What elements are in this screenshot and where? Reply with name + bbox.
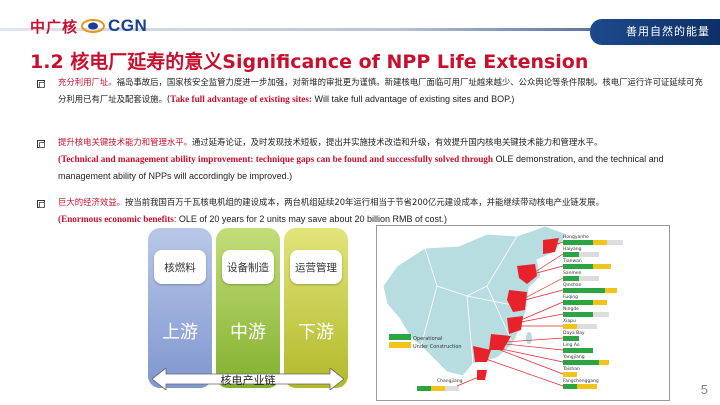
- bullet-highlight: 巨大的经济效益。: [58, 197, 125, 207]
- bullet-english-text: Will take full advantage of existing sit…: [311, 94, 515, 104]
- chain-column-upstream: 核燃料 上游: [148, 228, 212, 388]
- bullet-paragraph-3: 巨大的经济效益。按当前我国百万千瓦核电机组的建设成本，两台机组延续20年运行相当…: [58, 194, 706, 228]
- china-map-icon: Operational Under Construction Hongyanhe…: [382, 226, 623, 391]
- svg-text:Fuqing: Fuqing: [563, 294, 578, 300]
- logo-emblem-icon: [81, 19, 106, 33]
- logo-english-text: CGN: [108, 16, 148, 35]
- site-dayabay: Daya Bay: [563, 330, 585, 341]
- bullet-english-bold: Enormous economic benefits: [61, 214, 174, 224]
- svg-text:Daya Bay: Daya Bay: [563, 330, 585, 336]
- site-sanmen: Sanmen: [563, 270, 599, 281]
- bullet-paragraph-2: 提升核电关键技术能力和管理水平。通过延寿论证，及时发现技术短板，提出并实施技术改…: [58, 134, 706, 185]
- chain-column-midstream: 设备制造 中游: [216, 228, 280, 388]
- bullet-paragraph-1: 充分利用厂址。福岛事故后，国家核安全监管力度进一步加强，对新堆的审批更为谨慎。新…: [58, 74, 706, 108]
- bullet-english-open: (: [58, 214, 62, 224]
- chain-box-manufacturing: 设备制造: [222, 250, 274, 284]
- site-xiapu: Xiapu: [563, 318, 597, 329]
- bullet-text: 福岛事故后，国家核安全监管力度进一步加强，对新堆的审批更为谨慎。新建核电厂面临可…: [58, 77, 703, 104]
- bullet-highlight: 充分利用厂址。: [58, 77, 117, 87]
- svg-text:Ling Ao: Ling Ao: [563, 342, 580, 348]
- svg-text:Qinshan: Qinshan: [563, 282, 582, 288]
- svg-text:Tianwan: Tianwan: [562, 258, 582, 264]
- site-yangjiang: Yangjiang: [562, 354, 609, 365]
- site-haiyang: Haiyang: [563, 246, 599, 257]
- bullet-english-text: OLE demonstration, and the technical and…: [58, 154, 664, 181]
- company-logo: 中广核 CGN: [30, 14, 147, 38]
- bullet-english-bold: Take full advantage of existing sites:: [170, 94, 312, 104]
- svg-text:Haiyang: Haiyang: [563, 246, 582, 252]
- industry-chain-graphic: 核燃料 上游 设备制造 中游 运营管理 下游 核电产业链: [148, 228, 348, 390]
- chain-stage-midstream: 中游: [230, 322, 266, 343]
- chain-box-operation: 运营管理: [290, 250, 342, 284]
- bullet-english-bold: Technical and management ability improve…: [61, 154, 494, 164]
- site-fangchenggang: Fangchenggang: [563, 378, 599, 389]
- bullet-checkbox-icon: [37, 80, 45, 88]
- bullet-english-open: (: [58, 154, 62, 164]
- page-title: 1.2 核电厂延寿的意义Significance of NPP Life Ext…: [30, 51, 589, 73]
- legend-operational: Operational: [413, 336, 442, 342]
- svg-text:Sanmen: Sanmen: [563, 270, 582, 276]
- site-hongyanhe: Hongyanhe: [563, 234, 623, 245]
- slogan-text: 善用自然的能量: [626, 25, 710, 38]
- chain-label: 核电产业链: [220, 374, 276, 387]
- site-tianwan: Tianwan: [562, 258, 611, 269]
- header-band: [0, 28, 720, 31]
- bullet-checkbox-icon: [37, 200, 45, 208]
- chain-column-downstream: 运营管理 下游: [284, 228, 348, 388]
- site-fuqing: Fuqing: [563, 294, 607, 305]
- site-taishan: Taishan: [562, 366, 580, 377]
- svg-text:Ningde: Ningde: [563, 306, 579, 312]
- logo-chinese-text: 中广核: [30, 17, 79, 36]
- legend-construction: Under Construction: [413, 344, 462, 350]
- svg-text:Xiapu: Xiapu: [563, 318, 576, 324]
- bullet-text: 按当前我国百万千瓦核电机组的建设成本，两台机组延续20年运行相当于节省200亿元…: [125, 197, 604, 207]
- slogan-banner: [590, 19, 720, 45]
- svg-text:Fangchenggang: Fangchenggang: [563, 378, 599, 384]
- chain-box-fuel: 核燃料: [154, 250, 206, 284]
- svg-text:Hongyanhe: Hongyanhe: [563, 234, 589, 240]
- chain-stage-downstream: 下游: [298, 322, 334, 343]
- bullet-english-text: : OLE of 20 years for 2 units may save a…: [173, 214, 447, 224]
- bullet-text: 通过延寿论证，及时发现技术短板，提出并实施技术改造和升级，有效提升国内核电关键技…: [192, 137, 603, 147]
- chain-stage-upstream: 上游: [162, 322, 198, 343]
- double-arrow-icon: [152, 368, 344, 390]
- svg-text:Taishan: Taishan: [562, 366, 580, 372]
- page-number: 5: [700, 382, 708, 397]
- svg-text:Changjiang: Changjiang: [437, 378, 463, 384]
- site-lingao: Ling Ao: [563, 342, 593, 353]
- bullet-checkbox-icon: [37, 140, 45, 148]
- site-changjiang: Changjiang: [417, 378, 463, 391]
- site-qinshan: Qinshan: [563, 282, 617, 293]
- svg-text:Yangjiang: Yangjiang: [562, 354, 585, 360]
- china-nuclear-map: Operational Under Construction Hongyanhe…: [376, 225, 670, 401]
- bullet-highlight: 提升核电关键技术能力和管理水平。: [58, 137, 192, 147]
- site-ningde: Ningde: [563, 306, 609, 317]
